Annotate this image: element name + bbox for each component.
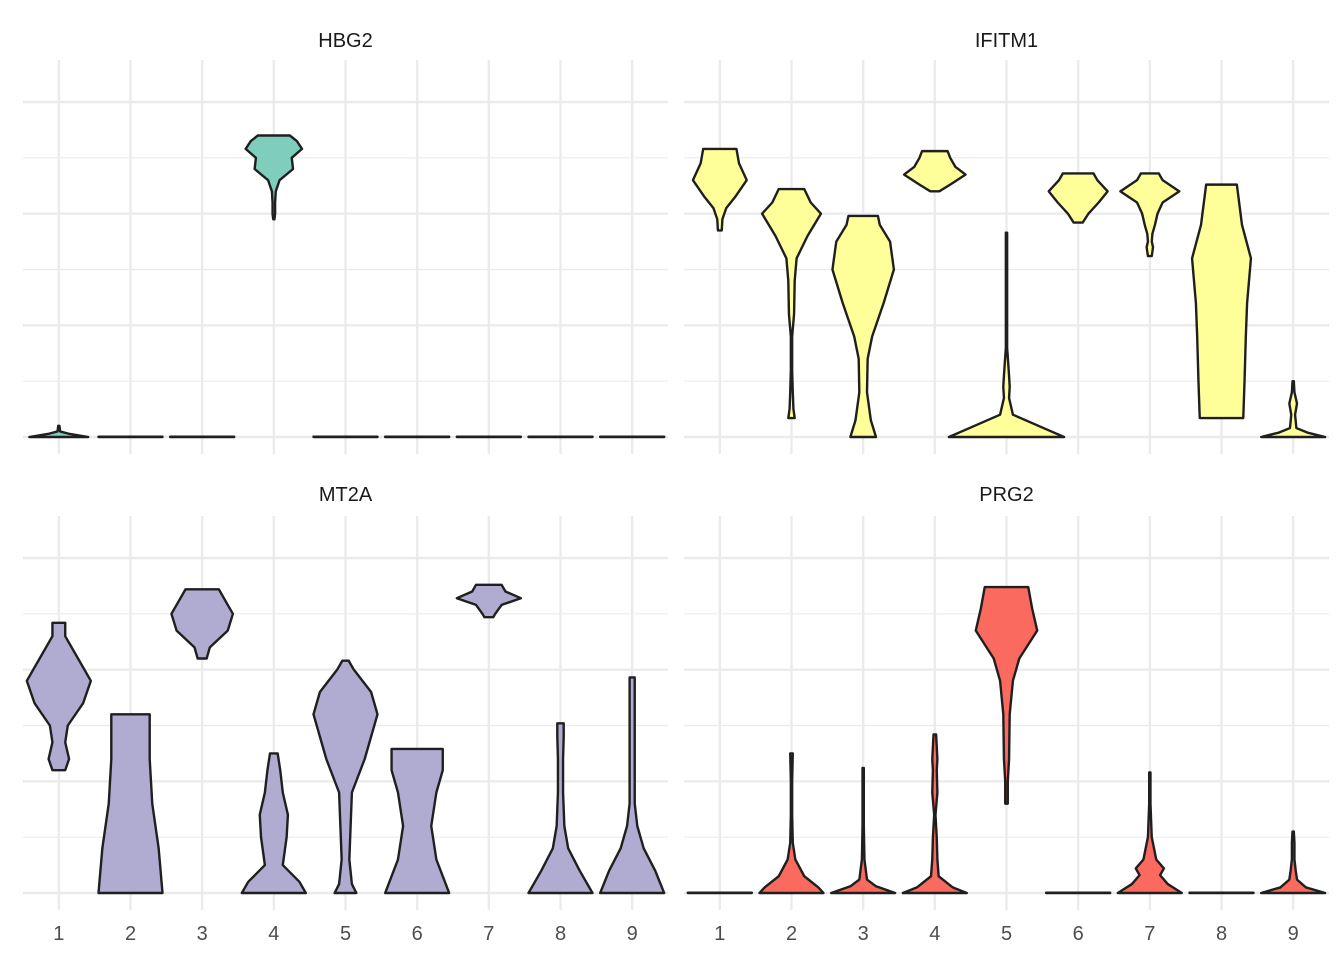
x-tick-label: 5 — [340, 923, 351, 945]
panel-prg2: PRG2 1 2 3 4 5 6 7 8 9 — [684, 484, 1329, 945]
panel-mt2a: MT2A 1 2 3 4 5 6 7 8 9 — [23, 484, 668, 945]
violin-ifitm1-1 — [691, 147, 748, 232]
violin-mt2a-8 — [527, 722, 594, 895]
violin-ifitm1-6 — [1047, 172, 1109, 224]
violin-ifitm1-4 — [902, 149, 967, 193]
x-tick-label: 7 — [1144, 923, 1155, 945]
x-tick-label: 7 — [483, 923, 494, 945]
x-tick-label: 8 — [555, 923, 566, 945]
x-tick-label: 2 — [786, 923, 797, 945]
violin-mt2a-4 — [240, 752, 308, 895]
violin-mt2a-1 — [25, 621, 93, 772]
violin-ifitm1-8 — [1190, 183, 1253, 420]
violin-prg2-7 — [1116, 771, 1184, 895]
violin-prg2-2 — [758, 752, 825, 895]
x-tick-label: 4 — [268, 923, 279, 945]
violin-hbg2-1 — [28, 424, 90, 439]
violin-prg2-5 — [974, 585, 1039, 805]
x-tick-label: 6 — [1073, 923, 1084, 945]
violin-mt2a-5 — [312, 659, 379, 895]
violin-mt2a-2 — [97, 713, 164, 895]
x-tick-label: 5 — [1001, 923, 1012, 945]
x-tick-label: 3 — [858, 923, 869, 945]
x-tick-label: 1 — [714, 923, 725, 945]
panel-ifitm1: IFITM1 — [684, 30, 1329, 454]
violin-ifitm1-5 — [947, 231, 1066, 439]
x-tick-label: 1 — [53, 923, 64, 945]
panel-title: MT2A — [319, 484, 373, 506]
panel-title: IFITM1 — [975, 30, 1038, 52]
x-tick-label: 2 — [125, 923, 136, 945]
x-tick-label: 9 — [627, 923, 638, 945]
x-tick-label: 6 — [412, 923, 423, 945]
violin-mt2a-6 — [383, 747, 451, 895]
violin-prg2-3 — [829, 766, 897, 895]
violin-prg2-9 — [1259, 830, 1327, 895]
panel-hbg2: HBG2 — [23, 30, 668, 454]
x-tick-label: 4 — [929, 923, 940, 945]
violin-prg2-4 — [901, 733, 969, 895]
x-tick-label: 8 — [1216, 923, 1227, 945]
violin-mt2a-9 — [598, 676, 666, 895]
violin-mt2a-7 — [455, 583, 523, 619]
violin-ifitm1-3 — [831, 214, 896, 439]
violin-ifitm1-9 — [1259, 379, 1327, 439]
x-tick-label: 9 — [1288, 923, 1299, 945]
panel-title: HBG2 — [318, 30, 372, 52]
violin-hbg2-4 — [244, 134, 304, 221]
violin-mt2a-3 — [170, 588, 235, 660]
violin-ifitm1-2 — [760, 187, 823, 420]
panel-title: PRG2 — [979, 484, 1033, 506]
x-tick-label: 3 — [197, 923, 208, 945]
violin-ifitm1-7 — [1119, 172, 1181, 258]
